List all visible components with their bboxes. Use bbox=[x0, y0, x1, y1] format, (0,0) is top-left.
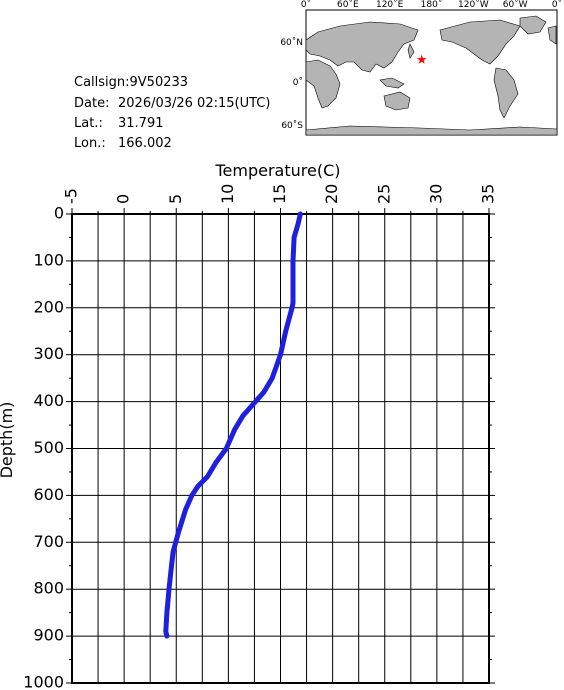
x-tick-label: 35 bbox=[479, 184, 498, 204]
x-tick-label: 15 bbox=[270, 184, 289, 204]
map-lon-label: 60˚E bbox=[337, 0, 359, 10]
x-axis-label: Temperature(C) bbox=[214, 161, 340, 180]
y-axis-label: Depth(m) bbox=[0, 402, 16, 479]
callsign: Callsign:9V50233 bbox=[74, 75, 188, 90]
y-tick-label: 700 bbox=[33, 532, 64, 551]
plot-area: -5 0 5 10 15 20 25 30 35010020030040050060070080… bbox=[23, 184, 497, 690]
map-lat-label: 60˚N bbox=[280, 37, 303, 48]
y-tick-label: 0 bbox=[54, 204, 64, 223]
map-lon-label: 120˚W bbox=[458, 0, 489, 10]
x-tick-label: 20 bbox=[322, 184, 341, 204]
y-tick-label: 400 bbox=[33, 391, 64, 410]
x-tick-label: -5 bbox=[62, 188, 81, 204]
date-label: Date: bbox=[74, 96, 109, 111]
map-lon-label: 60˚W bbox=[503, 0, 528, 10]
lon: 166.002 bbox=[118, 136, 172, 151]
y-tick-label: 800 bbox=[33, 579, 64, 598]
map-lon-label: 180˚ bbox=[421, 0, 443, 10]
date: 2026/03/26 02:15(UTC) bbox=[118, 96, 270, 111]
x-tick-label: 25 bbox=[374, 184, 393, 204]
plot-frame bbox=[71, 213, 490, 684]
lat-label: Lat.: bbox=[74, 116, 103, 131]
x-tick-label: 10 bbox=[218, 184, 237, 204]
y-tick-label: 1000 bbox=[23, 673, 64, 690]
y-tick-label: 500 bbox=[33, 438, 64, 457]
world-map bbox=[305, 9, 558, 136]
y-tick-label: 300 bbox=[33, 344, 64, 363]
lat: 31.791 bbox=[118, 116, 164, 131]
map-lon-label: 0˚ bbox=[552, 0, 562, 10]
y-tick-label: 200 bbox=[33, 297, 64, 316]
map-lon-label: 0˚ bbox=[301, 0, 311, 10]
x-tick-label: 0 bbox=[114, 194, 133, 204]
x-tick-label: 5 bbox=[166, 194, 185, 204]
y-tick-label: 600 bbox=[33, 485, 64, 504]
y-tick-label: 900 bbox=[33, 626, 64, 645]
station-marker bbox=[417, 54, 427, 64]
map-lat-label: 60˚S bbox=[281, 120, 303, 131]
x-tick-label: 30 bbox=[426, 184, 445, 204]
lon-label: Lon.: bbox=[74, 136, 106, 151]
profile-line bbox=[163, 211, 303, 639]
y-tick-label: 100 bbox=[33, 250, 64, 269]
land bbox=[305, 15, 558, 136]
map-lon-label: 120˚E bbox=[376, 0, 404, 10]
map-lat-label: 0˚ bbox=[293, 77, 303, 88]
